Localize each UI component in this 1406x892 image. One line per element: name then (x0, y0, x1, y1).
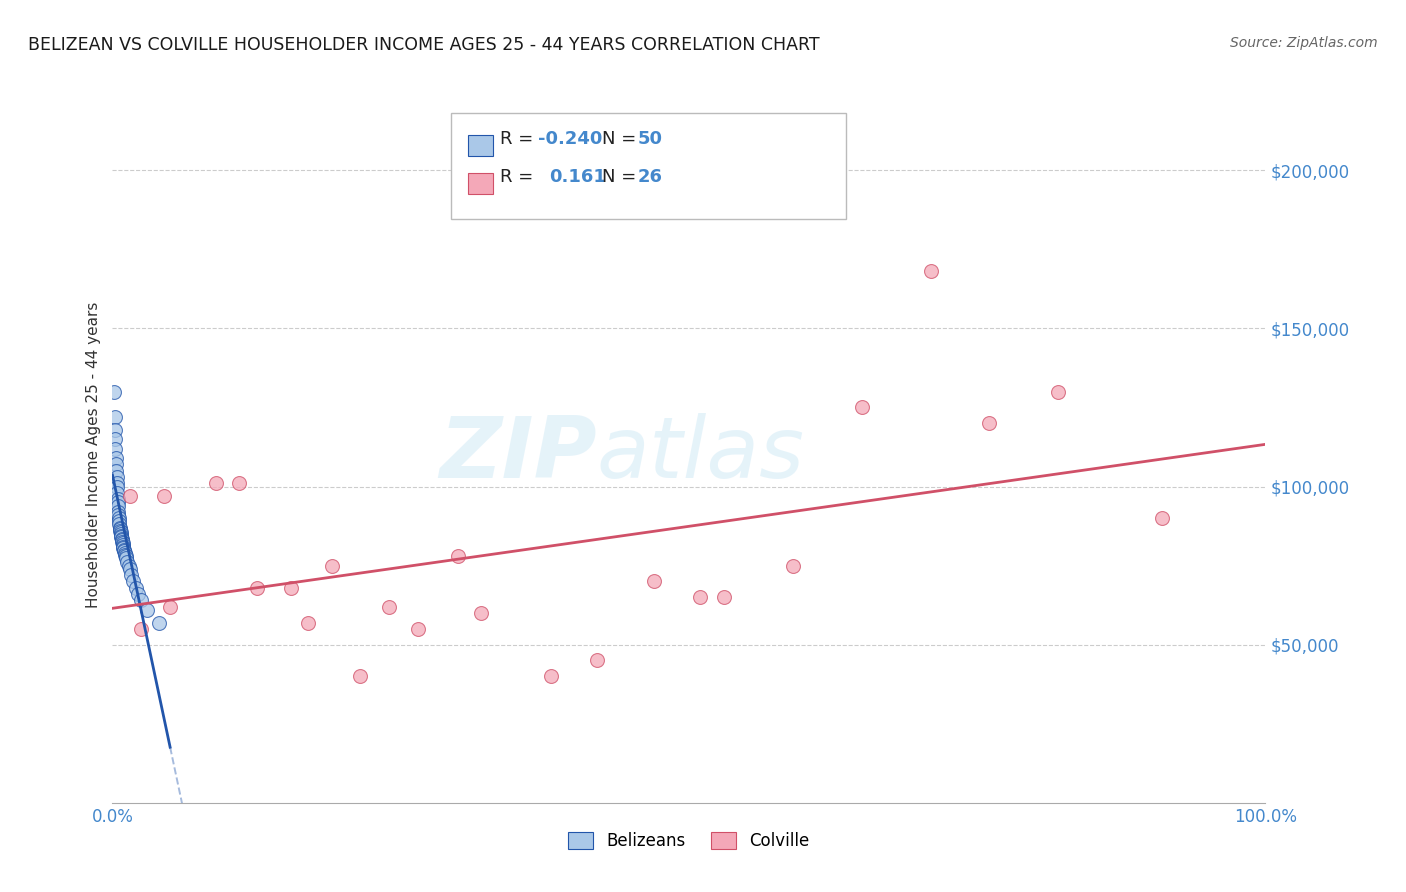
Text: R =: R = (501, 169, 538, 186)
Point (105, 464, 128, 478)
Point (117, 556, 139, 570)
Point (115, 550, 138, 565)
Point (1046, 384, 1069, 399)
Point (124, 581, 146, 595)
Point (136, 603, 159, 617)
Point (108, 511, 131, 525)
Point (111, 532, 134, 546)
Point (105, 470, 128, 484)
Point (104, 423, 127, 437)
Point (129, 593, 153, 607)
Point (406, 622, 429, 636)
Point (114, 548, 136, 562)
Point (114, 546, 136, 560)
Text: N =: N = (603, 169, 643, 186)
Point (105, 479, 128, 493)
Point (977, 417, 1000, 431)
Point (782, 558, 804, 573)
Point (1150, 511, 1173, 525)
Point (447, 549, 470, 563)
Point (108, 522, 131, 536)
Point (470, 606, 492, 620)
Point (349, 669, 371, 683)
Point (114, 549, 136, 563)
Point (107, 505, 129, 519)
Point (280, 581, 302, 595)
Text: 50: 50 (638, 130, 662, 148)
Point (851, 401, 873, 415)
Point (246, 581, 269, 595)
Point (111, 536, 134, 550)
Point (111, 534, 134, 549)
Legend: Belizeans, Colville: Belizeans, Colville (561, 826, 817, 857)
Point (122, 574, 145, 589)
Point (103, 384, 125, 399)
Point (205, 476, 228, 491)
Point (107, 499, 129, 513)
Text: -0.240: -0.240 (538, 130, 602, 148)
Point (118, 489, 141, 503)
Point (713, 591, 735, 605)
Point (111, 533, 134, 548)
Point (117, 558, 139, 573)
Point (148, 615, 170, 630)
Point (110, 528, 132, 542)
Point (110, 530, 132, 544)
Point (585, 653, 607, 667)
Text: Source: ZipAtlas.com: Source: ZipAtlas.com (1230, 36, 1378, 50)
Point (110, 525, 132, 540)
Point (108, 514, 131, 528)
Text: N =: N = (603, 130, 643, 148)
Point (153, 489, 176, 503)
Point (105, 486, 128, 500)
Y-axis label: Householder Income Ages 25 - 44 years: Householder Income Ages 25 - 44 years (86, 301, 101, 608)
Point (159, 599, 181, 614)
Point (920, 264, 942, 278)
Point (112, 544, 135, 558)
Point (104, 458, 127, 472)
Point (107, 495, 129, 509)
Point (120, 568, 142, 582)
Point (111, 538, 134, 552)
Point (110, 524, 132, 538)
Point (540, 669, 562, 683)
Point (105, 476, 128, 491)
Text: atlas: atlas (596, 413, 804, 497)
Text: 0.161: 0.161 (550, 169, 606, 186)
Point (129, 622, 153, 636)
Point (108, 521, 131, 535)
Point (127, 587, 149, 601)
Point (378, 599, 401, 614)
Point (103, 409, 125, 424)
Point (107, 492, 129, 507)
Point (689, 591, 711, 605)
Text: R =: R = (501, 130, 538, 148)
Point (112, 541, 135, 556)
Point (110, 527, 132, 541)
Point (112, 540, 135, 554)
Text: 26: 26 (638, 169, 662, 186)
Point (643, 574, 665, 589)
Point (104, 442, 127, 456)
Text: BELIZEAN VS COLVILLE HOUSEHOLDER INCOME AGES 25 - 44 YEARS CORRELATION CHART: BELIZEAN VS COLVILLE HOUSEHOLDER INCOME … (28, 36, 820, 54)
Point (104, 432, 127, 446)
Point (104, 451, 127, 466)
Point (108, 517, 131, 532)
Text: ZIP: ZIP (439, 413, 596, 497)
Point (118, 562, 141, 576)
Point (297, 615, 319, 630)
Point (107, 508, 129, 522)
Point (321, 558, 343, 573)
Point (228, 476, 250, 491)
Point (112, 542, 135, 557)
